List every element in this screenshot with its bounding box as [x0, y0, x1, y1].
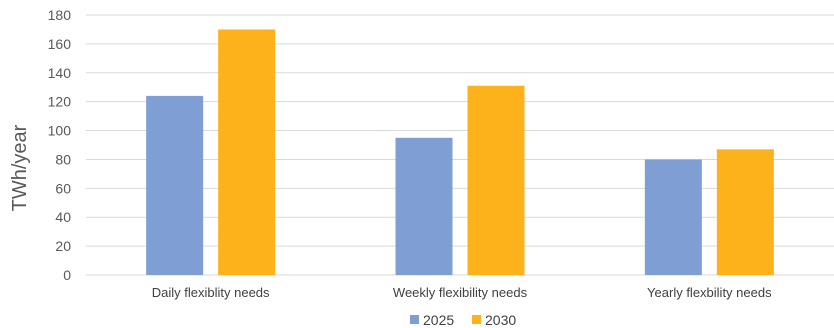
y-axis-label: TWh/year	[9, 124, 31, 211]
x-axis-categories: Daily flexiblity needs Weekly flexibility…	[152, 285, 772, 300]
y-tick-label: 140	[48, 65, 72, 81]
x-category-label: Weekly flexibility needs	[393, 285, 528, 300]
y-tick-label: 100	[48, 123, 72, 139]
bar-2025-0	[146, 95, 204, 275]
legend-label: 2030	[485, 312, 516, 328]
y-tick-label: 60	[55, 180, 71, 196]
y-tick-label: 160	[48, 36, 72, 52]
legend-swatch-2025	[410, 315, 419, 324]
legend: 2025 2030	[410, 312, 516, 328]
legend-swatch-2030	[472, 315, 481, 324]
y-tick-label: 0	[63, 267, 71, 283]
gridlines	[86, 14, 834, 276]
x-category-label: Yearly flexbility needs	[647, 285, 772, 300]
bar-2030-1	[467, 85, 525, 276]
bar-2025-1	[395, 137, 453, 275]
legend-label: 2025	[423, 312, 454, 328]
bars	[146, 29, 774, 276]
y-tick-label: 20	[55, 238, 71, 254]
y-tick-label: 40	[55, 209, 71, 225]
y-tick-label: 80	[55, 151, 71, 167]
bar-2030-2	[716, 149, 774, 275]
y-tick-label: 120	[48, 94, 72, 110]
y-axis-ticks: 0 20 40 60 80 100 120 140 160 180	[48, 7, 72, 283]
y-tick-label: 180	[48, 7, 72, 23]
bar-2025-2	[644, 159, 702, 275]
x-category-label: Daily flexiblity needs	[152, 285, 270, 300]
bar-2030-0	[218, 29, 276, 276]
